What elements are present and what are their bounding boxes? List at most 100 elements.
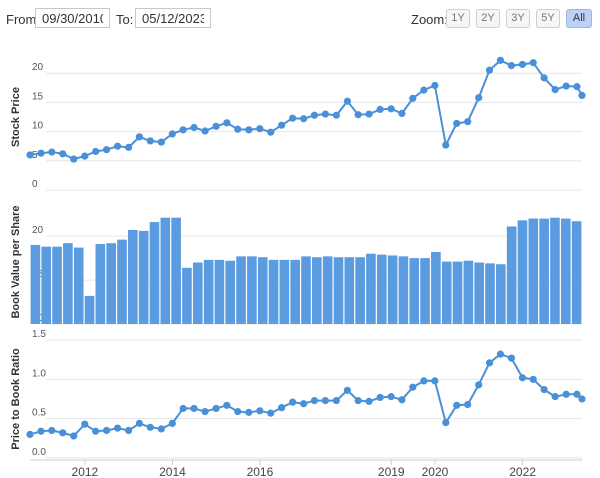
y-tick-label: 1.0 <box>32 368 46 379</box>
data-point <box>496 56 505 64</box>
data-point <box>70 432 78 440</box>
bar <box>463 260 474 324</box>
data-point <box>157 425 165 433</box>
data-point <box>529 375 537 383</box>
bar <box>441 261 452 324</box>
bar <box>279 259 290 324</box>
data-point <box>179 126 187 134</box>
data-point <box>125 426 133 435</box>
data-point <box>234 407 242 416</box>
data-point <box>300 115 308 123</box>
bar <box>128 229 138 324</box>
data-point <box>464 118 472 126</box>
y-tick-label: 5 <box>32 150 38 161</box>
bar <box>290 259 300 324</box>
data-point <box>125 143 133 151</box>
bar <box>344 257 355 324</box>
bar <box>431 251 441 324</box>
bar <box>539 218 549 324</box>
to-label: To: <box>116 12 134 27</box>
data-point <box>168 419 176 427</box>
data-point <box>48 148 56 156</box>
bar <box>517 220 528 324</box>
data-point <box>81 152 89 160</box>
bar <box>355 257 365 324</box>
data-point <box>201 407 209 416</box>
data-point <box>431 81 439 90</box>
data-point <box>573 83 581 91</box>
zoom-3y-button[interactable]: 3Y <box>506 9 530 28</box>
data-point <box>135 133 143 141</box>
data-point <box>59 429 67 437</box>
zoom-2y-button[interactable]: 2Y <box>476 9 500 28</box>
series-line <box>29 59 583 160</box>
stock-price-panel: 0 5 10 15 20 Stock Price <box>10 56 586 191</box>
data-point <box>234 125 242 133</box>
data-point <box>256 125 264 133</box>
y-axis-title: Stock Price <box>10 87 22 147</box>
bar <box>333 257 344 324</box>
bar <box>149 222 160 324</box>
data-point <box>507 354 516 362</box>
data-point <box>551 85 559 94</box>
data-point <box>562 390 570 398</box>
data-point <box>475 94 483 102</box>
data-point <box>190 123 198 132</box>
data-point <box>245 126 253 134</box>
data-point <box>135 419 143 427</box>
bar <box>387 255 398 324</box>
data-point <box>201 127 209 135</box>
data-point <box>578 91 586 99</box>
bar <box>106 243 116 324</box>
y-tick-label: 20 <box>32 225 44 236</box>
data-point <box>573 390 581 398</box>
bar <box>182 267 192 324</box>
y-tick-label: 10 <box>32 121 44 132</box>
data-point <box>464 400 472 409</box>
bar <box>138 230 149 324</box>
bar <box>420 258 430 324</box>
data-point <box>365 397 373 405</box>
bar <box>496 264 506 324</box>
zoom-all-button[interactable]: All <box>566 9 592 28</box>
data-point <box>540 74 548 82</box>
bar <box>171 217 181 324</box>
y-axis-title: Book Value per Share <box>10 205 22 318</box>
to-date-input[interactable] <box>135 8 211 28</box>
data-point <box>146 423 154 431</box>
data-point <box>321 396 329 405</box>
data-point <box>398 396 406 404</box>
zoom-5y-button[interactable]: 5Y <box>536 9 560 28</box>
bar <box>322 256 333 324</box>
from-label: From: <box>6 12 40 27</box>
data-point <box>453 401 461 409</box>
zoom-1y-button[interactable]: 1Y <box>446 9 470 28</box>
y-tick-label: 0 <box>32 179 38 190</box>
data-point <box>529 59 537 67</box>
price-to-book-panel: 0.0 0.5 1.0 1.5 Price to Book Ratio <box>10 329 586 459</box>
from-date-input[interactable] <box>35 8 110 28</box>
bar <box>214 259 225 324</box>
data-point <box>289 398 297 406</box>
data-point <box>442 141 450 149</box>
bar <box>474 262 484 324</box>
bar <box>192 262 203 324</box>
bar <box>506 226 517 324</box>
x-axis: 2012 2014 2016 2019 2020 2022 <box>30 459 582 478</box>
bar <box>84 295 95 324</box>
bar <box>257 257 268 324</box>
data-point <box>376 393 384 402</box>
bar <box>268 259 279 324</box>
bar <box>52 246 62 324</box>
x-tick-label: 2020 <box>422 465 449 478</box>
bar <box>301 256 311 324</box>
y-tick-label: 15 <box>32 91 44 102</box>
x-tick-label: 2016 <box>247 465 274 478</box>
data-point <box>289 114 297 122</box>
bar <box>409 258 420 324</box>
bar <box>117 239 127 324</box>
bar <box>376 254 387 324</box>
data-point <box>387 105 395 113</box>
data-point <box>102 426 111 435</box>
